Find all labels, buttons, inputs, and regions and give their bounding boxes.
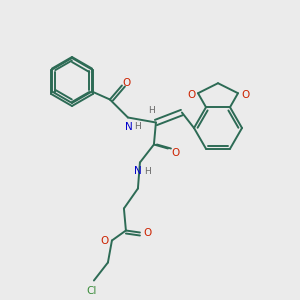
Text: N: N — [134, 167, 142, 176]
Text: O: O — [172, 148, 180, 158]
Text: H: H — [148, 106, 155, 115]
Text: O: O — [187, 90, 195, 100]
Text: O: O — [144, 229, 152, 238]
Text: O: O — [241, 90, 249, 100]
Text: H: H — [145, 167, 151, 176]
Text: H: H — [134, 122, 141, 131]
Text: O: O — [101, 236, 109, 247]
Text: O: O — [123, 77, 131, 88]
Text: Cl: Cl — [87, 286, 97, 296]
Text: N: N — [125, 122, 133, 131]
